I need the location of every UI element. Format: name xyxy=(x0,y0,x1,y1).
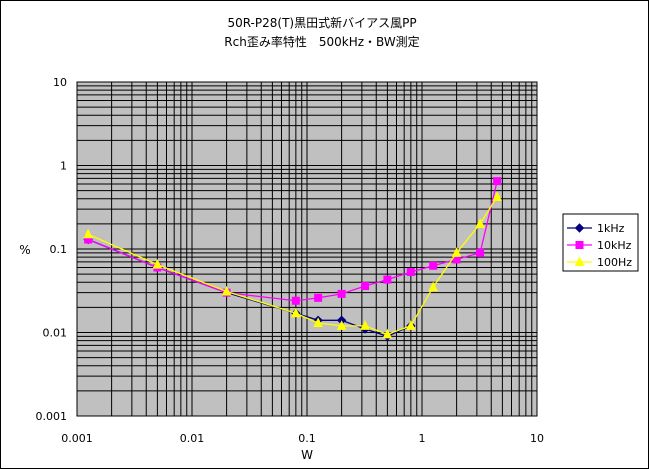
data-point xyxy=(476,248,485,257)
data-point xyxy=(152,259,163,269)
data-point xyxy=(291,296,300,305)
data-point xyxy=(574,223,585,233)
data-point xyxy=(383,275,392,284)
chart-subtitle: Rch歪み率特性 500kHz・BW測定 xyxy=(224,34,419,49)
chart-title: 50R-P28(T)黒田式新バイアス風PP xyxy=(227,15,416,30)
y-tick-label: 10 xyxy=(53,76,67,89)
data-point xyxy=(221,285,232,296)
y-tick-labels: 0.001 0.01 0.1 1 10 xyxy=(36,76,68,423)
data-point xyxy=(493,177,502,186)
x-tick-label: 0.01 xyxy=(180,432,205,445)
data-point xyxy=(336,320,347,330)
y-tick-label: 0.001 xyxy=(36,410,68,423)
legend: 1kHz 10kHz 100Hz xyxy=(562,213,639,272)
data-point xyxy=(451,247,462,257)
data-point xyxy=(475,218,485,228)
legend-item: 10kHz xyxy=(567,239,632,252)
x-tick-labels: 0.001 0.01 0.1 1 10 xyxy=(61,432,544,445)
series-2 xyxy=(83,191,502,339)
legend-item: 100Hz xyxy=(567,256,632,269)
data-point xyxy=(575,241,584,249)
y-tick-label: 1 xyxy=(60,160,67,173)
data-point xyxy=(361,282,370,291)
legend-label: 10kHz xyxy=(597,239,632,252)
data-point xyxy=(83,228,93,239)
y-tick-label: 0.01 xyxy=(43,327,68,340)
data-point xyxy=(429,261,438,270)
data-point xyxy=(406,320,416,330)
x-tick-label: 0.001 xyxy=(61,432,93,445)
data-point xyxy=(313,317,323,327)
y-tick-label: 0.1 xyxy=(50,243,68,256)
data-point xyxy=(382,328,393,339)
data-point xyxy=(406,268,415,277)
legend-label: 100Hz xyxy=(597,256,632,269)
x-tick-label: 1 xyxy=(419,432,426,445)
data-point xyxy=(492,191,502,201)
data-point xyxy=(291,307,301,318)
data-point xyxy=(337,289,346,298)
series-layer xyxy=(83,177,502,342)
x-axis-label: W xyxy=(301,448,313,462)
data-point xyxy=(574,256,585,266)
data-point xyxy=(314,293,323,302)
x-tick-label: 10 xyxy=(530,432,544,445)
y-axis-label: % xyxy=(19,243,30,257)
x-tick-label: 0.1 xyxy=(298,432,316,445)
legend-item: 1kHz xyxy=(567,222,625,235)
data-point xyxy=(360,320,370,330)
legend-label: 1kHz xyxy=(597,222,625,235)
data-point xyxy=(428,281,438,292)
grid-lines xyxy=(76,82,537,417)
